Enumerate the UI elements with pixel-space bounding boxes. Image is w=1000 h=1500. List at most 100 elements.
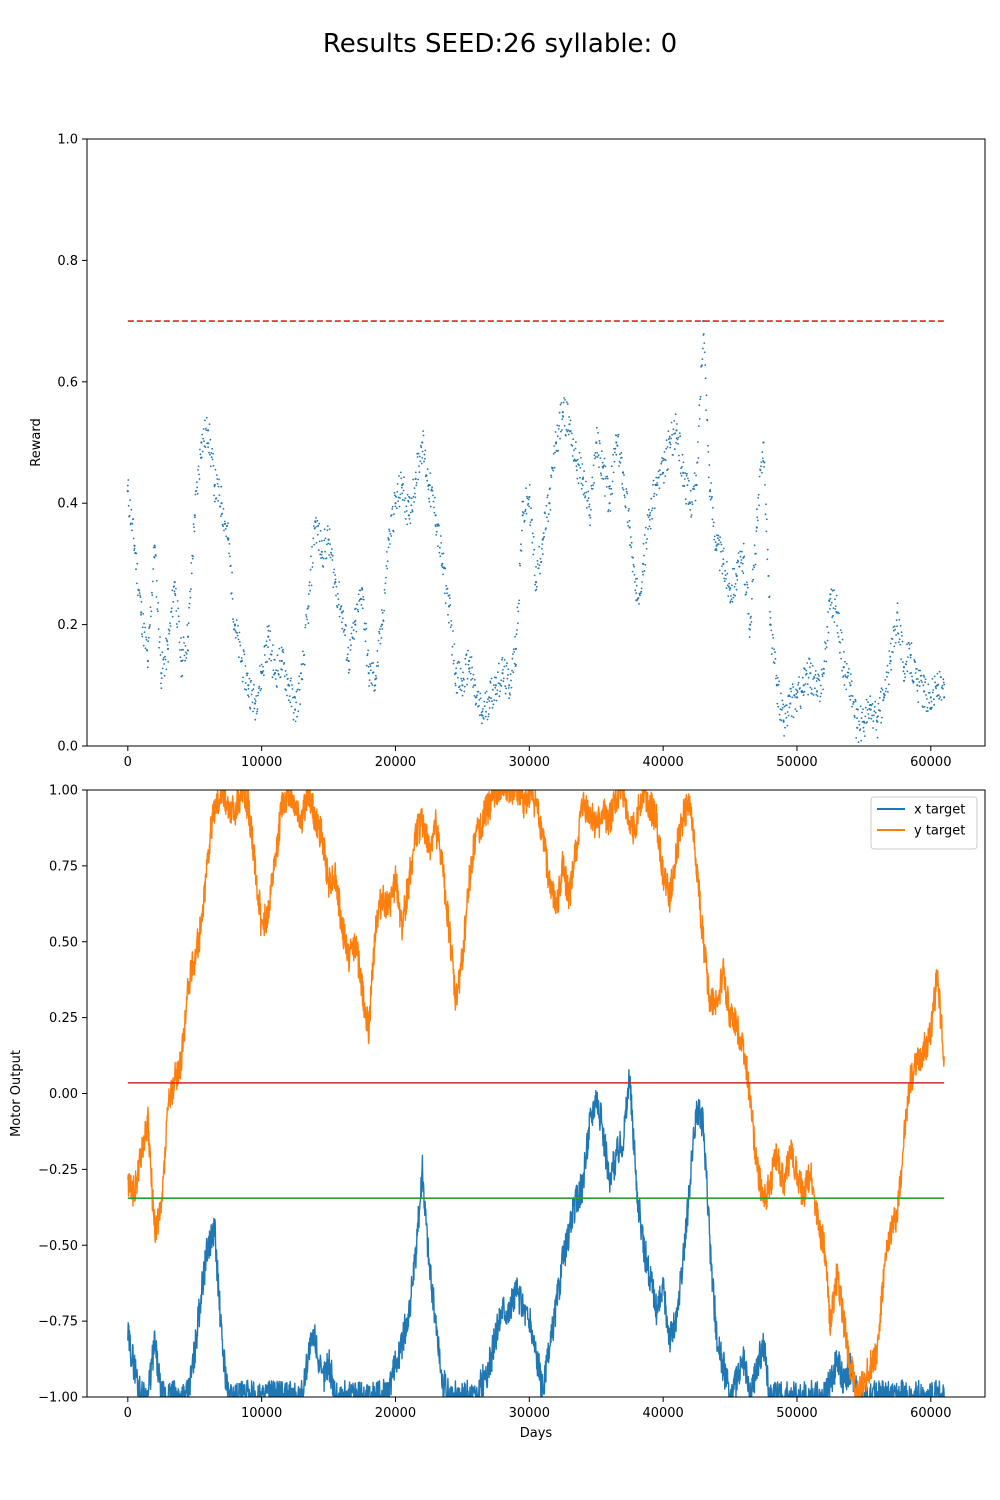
- data-point: [712, 525, 715, 527]
- data-point: [763, 466, 765, 468]
- data-point: [166, 647, 170, 651]
- data-point: [799, 687, 801, 689]
- data-point: [428, 500, 431, 503]
- data-point: [348, 668, 351, 671]
- data-point: [316, 533, 319, 536]
- data-point: [230, 592, 233, 594]
- data-point: [589, 524, 591, 527]
- data-point: [387, 538, 390, 541]
- data-point: [839, 629, 842, 631]
- data-point: [166, 644, 169, 646]
- data-point: [428, 497, 430, 500]
- data-point: [268, 624, 270, 627]
- data-point: [142, 613, 145, 615]
- data-point: [718, 569, 721, 572]
- data-point: [767, 575, 770, 577]
- data-point: [314, 526, 316, 529]
- data-point: [490, 677, 493, 680]
- data-point: [317, 524, 320, 527]
- data-point: [884, 679, 887, 681]
- data-point: [794, 708, 797, 711]
- data-point: [761, 471, 763, 474]
- data-point: [925, 694, 927, 696]
- data-point: [745, 593, 747, 596]
- data-point: [210, 456, 213, 459]
- data-point: [878, 697, 881, 699]
- data-point: [407, 500, 410, 503]
- data-point: [186, 624, 189, 626]
- data-point: [566, 430, 569, 433]
- data-point: [632, 564, 635, 566]
- data-point: [204, 427, 207, 430]
- data-point: [312, 537, 315, 540]
- data-point: [320, 553, 323, 556]
- data-point: [147, 636, 150, 639]
- data-point: [686, 484, 689, 487]
- data-point: [401, 483, 404, 487]
- data-point: [175, 587, 177, 590]
- data-point: [917, 701, 920, 703]
- data-point: [792, 686, 795, 688]
- data-point: [420, 462, 423, 465]
- y-tick-label: 0.50: [49, 935, 78, 950]
- data-point: [814, 670, 817, 672]
- data-point: [581, 484, 584, 487]
- data-point: [922, 706, 924, 708]
- data-point: [481, 710, 484, 713]
- data-point: [831, 616, 834, 619]
- data-point: [365, 622, 367, 625]
- data-point: [698, 404, 701, 407]
- data-point: [709, 498, 712, 501]
- data-point: [931, 691, 934, 694]
- data-point: [829, 593, 832, 596]
- data-point: [560, 430, 562, 433]
- data-point: [566, 403, 569, 405]
- data-point: [396, 483, 399, 485]
- data-point: [335, 594, 337, 597]
- data-point: [198, 478, 201, 480]
- data-point: [638, 603, 640, 605]
- data-point: [736, 579, 739, 581]
- data-point: [770, 653, 773, 655]
- data-point: [323, 539, 326, 542]
- data-point: [448, 597, 451, 600]
- data-point: [218, 478, 220, 481]
- data-point: [750, 621, 753, 623]
- data-point: [673, 420, 676, 422]
- data-point: [249, 707, 252, 710]
- data-point: [473, 695, 476, 697]
- data-point: [255, 712, 258, 715]
- data-point: [897, 641, 900, 643]
- data-point: [546, 494, 549, 497]
- data-point: [578, 464, 580, 467]
- data-point: [315, 542, 318, 544]
- data-point: [850, 694, 853, 697]
- data-point: [587, 490, 590, 493]
- data-point: [182, 648, 185, 651]
- data-point: [487, 713, 490, 715]
- data-point: [804, 683, 807, 685]
- data-point: [144, 647, 147, 650]
- data-point: [372, 662, 375, 664]
- data-point: [132, 537, 135, 540]
- data-point: [419, 460, 422, 463]
- data-point: [410, 497, 413, 500]
- data-point: [322, 557, 325, 560]
- data-point: [710, 497, 713, 500]
- data-point: [825, 646, 828, 648]
- data-point: [224, 520, 226, 523]
- data-point: [495, 699, 498, 702]
- data-point: [750, 615, 752, 618]
- data-point: [367, 665, 370, 668]
- data-point: [580, 487, 583, 490]
- x-tick-label: 40000: [642, 755, 683, 770]
- data-point: [642, 573, 644, 576]
- data-point: [672, 428, 675, 431]
- data-point: [216, 478, 219, 480]
- data-point: [635, 584, 638, 587]
- data-point: [395, 496, 398, 498]
- data-point: [445, 585, 448, 587]
- data-point: [496, 689, 499, 692]
- data-point: [639, 594, 641, 597]
- data-point: [678, 459, 681, 462]
